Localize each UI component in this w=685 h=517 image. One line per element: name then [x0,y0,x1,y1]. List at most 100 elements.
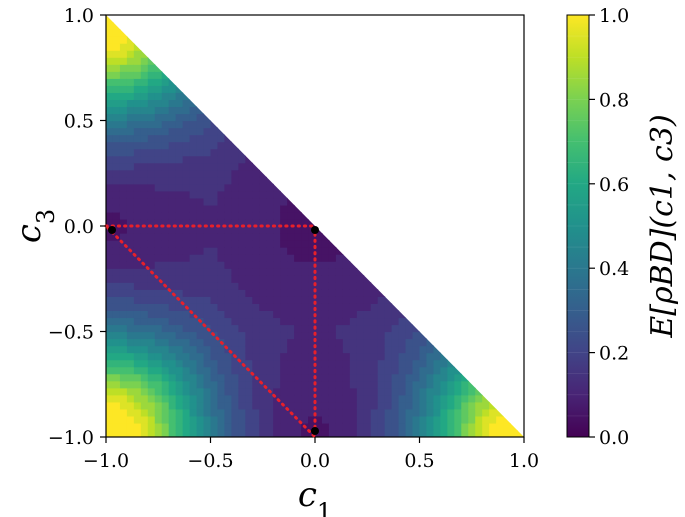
heatmap-cell [224,359,232,368]
heatmap-cell [161,317,170,326]
heatmap-cell [140,169,149,178]
heatmap-cell [112,331,121,340]
heatmap-cell [377,324,386,333]
heatmap-cell [154,127,163,136]
heatmap-cell [426,345,435,354]
heatmap-cell [315,331,323,340]
heatmap-cell [175,387,184,396]
heatmap-cell [161,303,170,311]
heatmap-cell [106,310,114,319]
heatmap-cell [294,317,302,326]
heatmap-cell [112,275,121,283]
heatmap-cell [405,352,414,361]
heatmap-cell [196,359,205,368]
heatmap-cell [259,345,267,354]
heatmap-cell [154,352,163,361]
heatmap-cell [440,387,448,396]
heatmap-cell [398,422,407,431]
heatmap-cell [133,401,142,410]
heatmap-cell [287,268,295,276]
heatmap-cell [294,268,302,276]
heatmap-cell [168,282,177,290]
heatmap-cell [112,71,121,79]
heatmap-cell [349,296,358,304]
heatmap-cell [154,247,163,255]
heatmap-cell [252,289,260,297]
heatmap-cell [447,352,455,361]
heatmap-cell [419,338,428,347]
heatmap-cell [182,141,191,150]
heatmap-cell [106,268,114,276]
heatmap-cell [328,373,337,382]
heatmap-cell [133,36,142,44]
heatmap-cell [273,275,281,283]
heatmap-cell [182,92,191,100]
heatmap-cell [182,183,191,192]
heatmap-cell [168,422,177,431]
heatmap-cell [308,289,316,297]
heatmap-cell [217,310,226,319]
heatmap-cell [182,317,191,326]
heatmap-cell [245,169,253,178]
heatmap-cell [189,162,198,171]
heatmap-cell [266,289,274,297]
heatmap-cell [426,352,435,361]
heatmap-cell [154,422,163,431]
heatmap-cell [231,169,239,178]
heatmap-cell [370,394,379,403]
heatmap-cell [106,240,114,248]
heatmap-cell [196,422,205,431]
heatmap-cell [342,324,351,333]
heatmap-cell [182,134,191,143]
heatmap-cell [245,310,253,319]
heatmap-cell [140,106,149,115]
heatmap-cell [203,155,212,164]
heatmap-cell [238,401,246,410]
heatmap-cell [161,331,170,340]
heatmap-cell [308,282,316,290]
heatmap-cell [496,401,504,410]
heatmap-cell [370,359,379,368]
heatmap-cell [335,289,344,297]
heatmap-cell [315,268,323,276]
heatmap-cell [273,366,281,375]
heatmap-cell [342,261,351,269]
heatmap-cell [301,211,309,220]
heatmap-cell [196,366,205,375]
heatmap-cell [112,85,121,93]
heatmap-cell [370,345,379,354]
heatmap-cell [315,401,323,410]
heatmap-cell [203,176,212,185]
heatmap-cell [106,106,114,115]
heatmap-cell [370,380,379,389]
heatmap-cell [259,211,267,220]
heatmap-cell [308,240,316,248]
heatmap-cell [147,233,156,241]
heatmap-cell [294,289,302,297]
heatmap-cell [468,387,476,396]
heatmap-cell [133,176,142,185]
heatmap-cell [384,429,393,437]
heatmap-cell [294,254,302,262]
heatmap-cell [349,324,358,333]
heatmap-cell [335,387,344,396]
heatmap-cell [238,394,246,403]
heatmap-cell [356,282,365,290]
heatmap-cell [315,233,323,241]
heatmap-cell [315,303,323,311]
colorbar [566,14,590,438]
heatmap-cell [398,394,407,403]
heatmap-cell [301,408,309,417]
heatmap-cell [301,317,309,326]
heatmap-cell [259,387,267,396]
heatmap-cell [287,226,295,234]
heatmap-cell [315,415,323,424]
heatmap-cell [106,275,114,283]
heatmap-cell [203,408,212,417]
heatmap-cell [210,359,219,368]
heatmap-cell [161,429,170,437]
heatmap-cell [106,331,114,340]
heatmap-cell [175,317,184,326]
heatmap-cell [210,373,219,382]
heatmap-cell [168,366,177,375]
